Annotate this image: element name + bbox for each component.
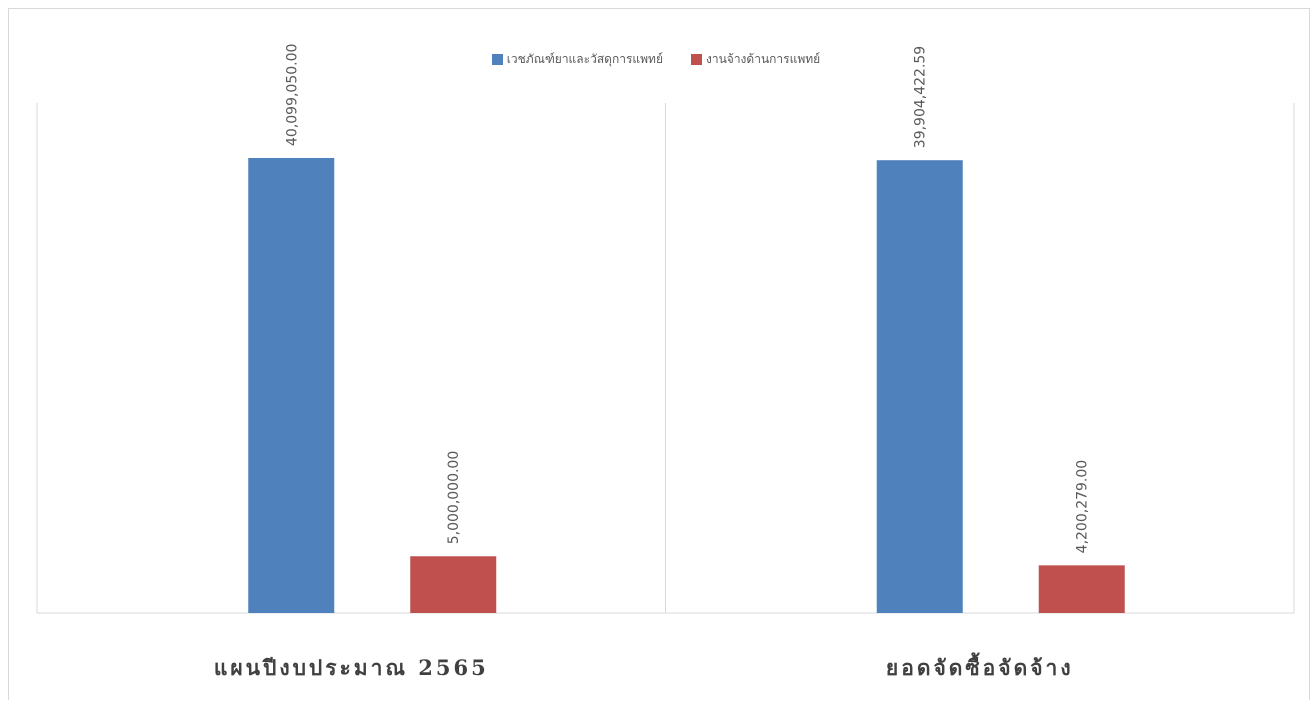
chart-frame (8, 8, 1310, 700)
bar-series-1-cat-1 (248, 158, 335, 613)
data-label-series-2-cat-2: 4,200,279.00 (1075, 460, 1091, 554)
bar-series-1-cat-2 (876, 160, 963, 613)
bar-series-2-cat-1 (410, 556, 497, 613)
legend-swatch-series-2 (690, 54, 702, 65)
legend-swatch-series-1 (491, 54, 503, 65)
data-label-series-2-cat-1: 5,000,000.00 (446, 451, 462, 545)
data-label-series-1-cat-1: 40,099,050.00 (284, 44, 300, 146)
category-label-procurement: ยอดจัดซื้อจัดจ้าง (885, 655, 1074, 680)
category-label-plan: แผนปีงบประมาณ 2565 (213, 655, 489, 680)
legend-item-series-1: เวชภัณฑ์ยาและวัสดุการแพทย์ (491, 50, 663, 69)
legend-item-series-2: งานจ้างด้านการแพทย์ (690, 50, 821, 69)
legend-label-series-1: เวชภัณฑ์ยาและวัสดุการแพทย์ (506, 52, 663, 66)
chart-legend: เวชภัณฑ์ยาและวัสดุการแพทย์ งานจ้างด้านกา… (0, 50, 1312, 69)
bar-series-2-cat-2 (1038, 565, 1125, 613)
data-label-series-1-cat-2: 39,904,422.59 (913, 46, 929, 148)
legend-label-series-2: งานจ้างด้านการแพทย์ (705, 52, 821, 66)
